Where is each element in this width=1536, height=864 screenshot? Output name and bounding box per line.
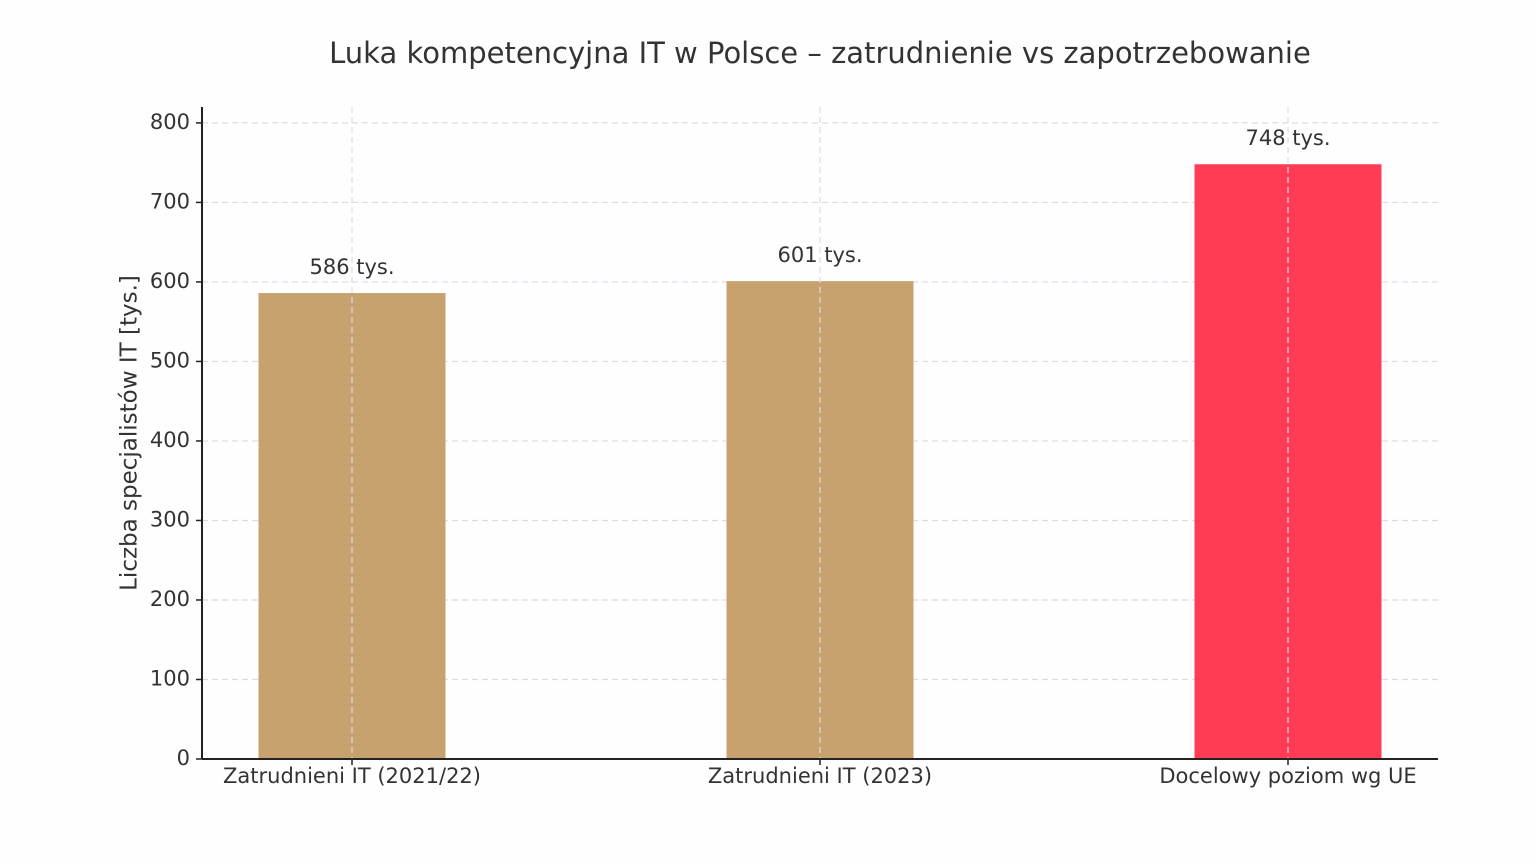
chart-title: Luka kompetencyjna IT w Polsce – zatrudn… [329, 36, 1311, 70]
value-label: 586 tys. [309, 255, 394, 279]
y-tick-label: 400 [150, 428, 190, 452]
value-label: 601 tys. [777, 243, 862, 267]
y-tick-label: 700 [150, 189, 190, 213]
y-tick-label: 200 [150, 587, 190, 611]
y-tick-label: 500 [150, 348, 190, 372]
y-tick-label: 800 [150, 110, 190, 134]
y-tick-label: 0 [177, 746, 190, 770]
x-tick-label: Zatrudnieni IT (2023) [708, 764, 932, 788]
x-tick-label: Zatrudnieni IT (2021/22) [223, 764, 481, 788]
y-tick-label: 100 [150, 666, 190, 690]
y-tick-label: 300 [150, 507, 190, 531]
y-axis-label: Liczba specjalistów IT [tys.] [117, 275, 143, 591]
y-tick-label: 600 [150, 269, 190, 293]
value-label: 748 tys. [1245, 126, 1330, 150]
x-tick-label: Docelowy poziom wg UE [1159, 764, 1416, 788]
